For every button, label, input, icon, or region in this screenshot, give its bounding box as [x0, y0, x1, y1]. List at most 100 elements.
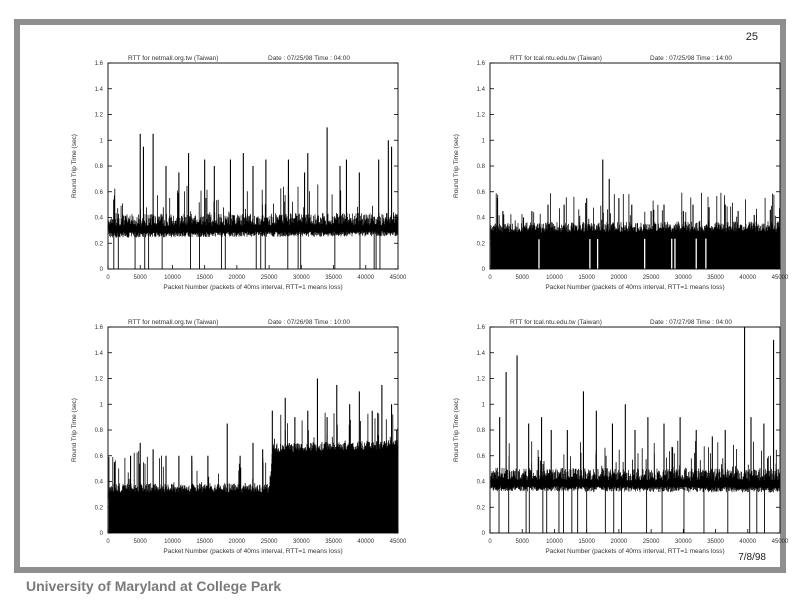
y-tick-label: 1.4	[95, 351, 104, 357]
x-tick-label: 0	[106, 275, 110, 281]
chart-title: RTT for netmall.org.tw (Taiwan)	[128, 319, 218, 326]
chart-title: RTT for netmall.org.tw (Taiwan)	[128, 55, 218, 62]
rtt-chart: RTT for netmall.org.tw (Taiwan) Date : 07…	[71, 55, 407, 291]
x-tick-label: 5000	[134, 539, 148, 545]
x-tick-label: 40000	[357, 275, 374, 281]
x-axis-label: Packet Number (packets of 40ms interval,…	[163, 284, 342, 291]
y-axis-label: Round Trip Time (sec)	[71, 398, 78, 462]
rtt-series	[490, 159, 780, 269]
x-tick-label: 40000	[357, 539, 374, 545]
y-tick-label: 1	[100, 138, 104, 144]
x-tick-label: 45000	[772, 275, 789, 281]
y-tick-label: 0.6	[95, 190, 104, 196]
y-tick-label: 1.4	[95, 87, 104, 93]
y-tick-label: 0.8	[477, 164, 486, 170]
x-tick-label: 40000	[739, 539, 756, 545]
x-axis-label: Packet Number (packets of 40ms interval,…	[163, 548, 342, 555]
chart-date-time: Date : 07/26/98 Time : 10:00	[268, 319, 350, 326]
x-tick-label: 0	[106, 539, 110, 545]
x-tick-label: 20000	[611, 539, 628, 545]
chart-panel-4: RTT for tcal.ntu.edu.tw (Taiwan) Date : 0…	[432, 313, 792, 563]
x-axis-label: Packet Number (packets of 40ms interval,…	[545, 284, 724, 291]
x-tick-label: 5000	[516, 275, 530, 281]
y-tick-label: 0.4	[477, 216, 486, 222]
y-tick-label: 0	[100, 267, 104, 273]
x-tick-label: 45000	[390, 275, 407, 281]
y-tick-label: 0.4	[477, 480, 486, 486]
y-axis-label: Round Trip Time (sec)	[453, 134, 460, 198]
rtt-chart: RTT for tcal.ntu.edu.tw (Taiwan) Date : 0…	[453, 55, 789, 291]
x-tick-label: 15000	[578, 539, 595, 545]
y-tick-label: 0.2	[477, 505, 486, 511]
slide-frame: 25 RTT for netmall.org.tw (Taiwan) Date :…	[14, 19, 789, 573]
y-tick-label: 1.2	[477, 113, 486, 119]
slide-date: 7/8/98	[738, 552, 766, 563]
y-tick-label: 1.6	[95, 61, 104, 67]
x-tick-label: 15000	[578, 275, 595, 281]
y-tick-label: 1.6	[477, 325, 486, 331]
x-tick-label: 5000	[134, 275, 148, 281]
x-tick-label: 15000	[196, 539, 213, 545]
y-tick-label: 1.6	[95, 325, 104, 331]
x-tick-label: 25000	[643, 539, 660, 545]
x-tick-label: 15000	[196, 275, 213, 281]
x-tick-label: 35000	[325, 539, 342, 545]
y-axis-label: Round Trip Time (sec)	[71, 134, 78, 198]
y-axis-label: Round Trip Time (sec)	[453, 398, 460, 462]
y-tick-label: 0	[482, 267, 486, 273]
x-tick-label: 10000	[164, 539, 181, 545]
y-tick-label: 0.8	[477, 428, 486, 434]
x-tick-label: 30000	[293, 539, 310, 545]
chart-date-time: Date : 07/25/98 Time : 04:00	[268, 55, 350, 62]
y-tick-label: 0.6	[477, 190, 486, 196]
x-tick-label: 35000	[325, 275, 342, 281]
x-tick-label: 45000	[390, 539, 407, 545]
y-tick-label: 1.4	[477, 351, 486, 357]
y-tick-label: 0.6	[477, 454, 486, 460]
y-tick-label: 1.6	[477, 61, 486, 67]
chart-date-time: Date : 07/25/98 Time : 14:00	[650, 55, 732, 62]
rtt-fill	[108, 444, 398, 533]
y-tick-label: 0.6	[95, 454, 104, 460]
x-tick-label: 30000	[675, 539, 692, 545]
y-tick-label: 1.2	[477, 377, 486, 383]
y-tick-label: 0.4	[95, 480, 104, 486]
chart-panel-1: RTT for netmall.org.tw (Taiwan) Date : 07…	[50, 49, 410, 299]
x-tick-label: 10000	[546, 275, 563, 281]
x-tick-label: 30000	[675, 275, 692, 281]
rtt-chart: RTT for tcal.ntu.edu.tw (Taiwan) Date : 0…	[453, 319, 789, 555]
y-tick-label: 0	[100, 531, 104, 537]
footer-institution: University of Maryland at College Park	[26, 578, 282, 594]
y-tick-label: 1	[100, 402, 104, 408]
y-tick-label: 0	[482, 531, 486, 537]
x-axis-label: Packet Number (packets of 40ms interval,…	[545, 548, 724, 555]
page-number: 25	[745, 31, 758, 43]
slide-content: 25 RTT for netmall.org.tw (Taiwan) Date :…	[20, 25, 789, 567]
x-tick-label: 35000	[707, 539, 724, 545]
y-tick-label: 1	[482, 402, 486, 408]
chart-title: RTT for tcal.ntu.edu.tw (Taiwan)	[510, 55, 602, 62]
x-tick-label: 25000	[643, 275, 660, 281]
y-tick-label: 0.2	[477, 241, 486, 247]
x-tick-label: 35000	[707, 275, 724, 281]
y-tick-label: 0.8	[95, 164, 104, 170]
rtt-chart: RTT for netmall.org.tw (Taiwan) Date : 07…	[71, 319, 407, 555]
x-tick-label: 45000	[772, 539, 789, 545]
x-tick-label: 5000	[516, 539, 530, 545]
y-tick-label: 0.2	[95, 505, 104, 511]
chart-date-time: Date : 07/27/98 Time : 04:00	[650, 319, 732, 326]
chart-title: RTT for tcal.ntu.edu.tw (Taiwan)	[510, 319, 602, 326]
x-tick-label: 30000	[293, 275, 310, 281]
x-tick-label: 20000	[611, 275, 628, 281]
x-tick-label: 20000	[229, 275, 246, 281]
chart-panel-2: RTT for tcal.ntu.edu.tw (Taiwan) Date : 0…	[432, 49, 792, 299]
rtt-minor-spikes	[108, 412, 399, 496]
x-tick-label: 25000	[261, 539, 278, 545]
x-tick-label: 0	[488, 539, 492, 545]
x-tick-label: 25000	[261, 275, 278, 281]
y-tick-label: 1.4	[477, 87, 486, 93]
y-tick-label: 0.4	[95, 216, 104, 222]
rtt-series	[108, 127, 398, 269]
x-tick-label: 40000	[739, 275, 756, 281]
y-tick-label: 0.8	[95, 428, 104, 434]
